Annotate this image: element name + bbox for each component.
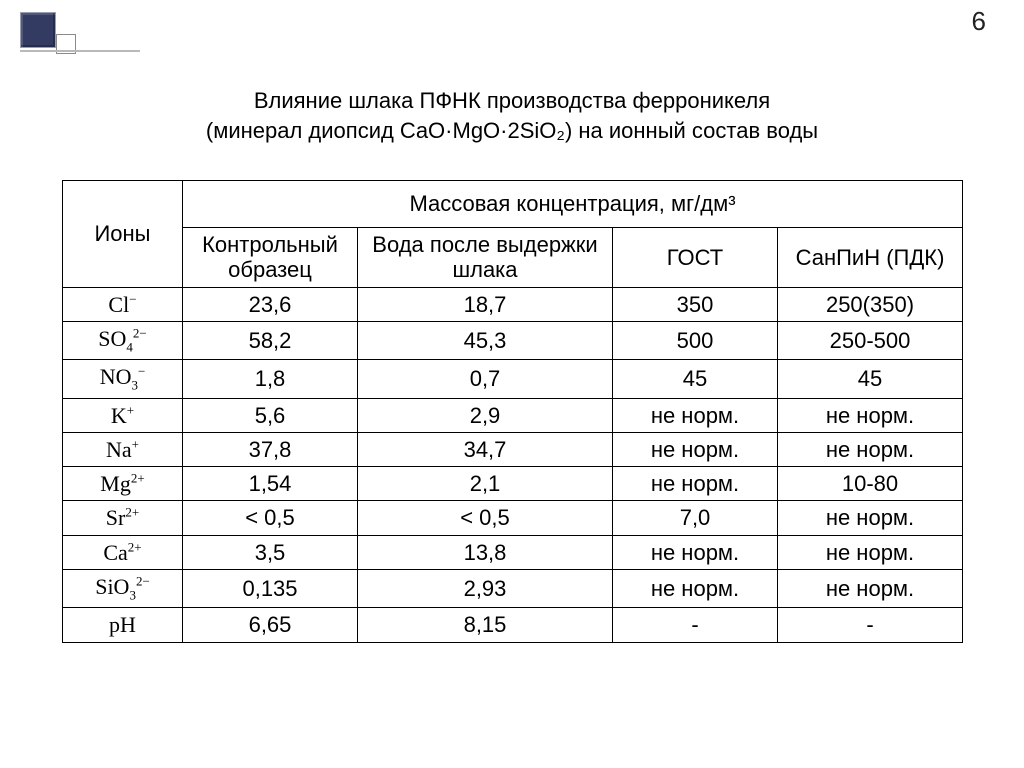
cell-ion: Ca2+ [63, 535, 183, 569]
cell-value: 18,7 [358, 287, 613, 321]
cell-ion: NO3− [63, 360, 183, 398]
cell-value: 13,8 [358, 535, 613, 569]
table-header-row-1: Ионы Массовая концентрация, мг/дм³ [63, 181, 963, 228]
cell-value: 0,135 [183, 570, 358, 608]
table-row: Ca2+3,513,8не норм.не норм. [63, 535, 963, 569]
title-line-2: (минерал диопсид CaO·MgO·2SiO₂) на ионны… [0, 116, 1024, 146]
cell-value: 350 [613, 287, 778, 321]
cell-value: 1,8 [183, 360, 358, 398]
cell-value: 3,5 [183, 535, 358, 569]
header-col-sanpin: СанПиН (ПДК) [778, 228, 963, 288]
table-row: SO42−58,245,3500250-500 [63, 321, 963, 359]
deco-square-icon [20, 12, 56, 48]
cell-value: не норм. [613, 535, 778, 569]
cell-value: 2,1 [358, 467, 613, 501]
cell-value: не норм. [613, 467, 778, 501]
header-ions: Ионы [63, 181, 183, 288]
cell-ion: Sr2+ [63, 501, 183, 535]
cell-ion: SO42− [63, 321, 183, 359]
cell-value: 37,8 [183, 432, 358, 466]
table-row: K+5,62,9не норм.не норм. [63, 398, 963, 432]
cell-value: 0,7 [358, 360, 613, 398]
data-table: Ионы Массовая концентрация, мг/дм³ Контр… [62, 180, 963, 643]
slide: 6 Влияние шлака ПФНК производства феррон… [0, 0, 1024, 768]
table-header-row-2: Контрольный образец Вода после выдержки … [63, 228, 963, 288]
cell-value: 7,0 [613, 501, 778, 535]
cell-ion: Na+ [63, 432, 183, 466]
header-col-after: Вода после выдержки шлака [358, 228, 613, 288]
cell-value: < 0,5 [183, 501, 358, 535]
cell-value: не норм. [778, 432, 963, 466]
cell-value: 23,6 [183, 287, 358, 321]
cell-ion: K+ [63, 398, 183, 432]
cell-value: 250(350) [778, 287, 963, 321]
cell-value: не норм. [613, 432, 778, 466]
cell-ion: Mg2+ [63, 467, 183, 501]
cell-value: 58,2 [183, 321, 358, 359]
deco-line-icon [20, 50, 140, 52]
table-container: Ионы Массовая концентрация, мг/дм³ Контр… [62, 180, 962, 643]
corner-decoration [20, 12, 56, 48]
cell-value: 45,3 [358, 321, 613, 359]
table-row: Mg2+1,542,1не норм.10-80 [63, 467, 963, 501]
header-group: Массовая концентрация, мг/дм³ [183, 181, 963, 228]
cell-ion: pH [63, 608, 183, 642]
cell-value: не норм. [778, 501, 963, 535]
cell-value: < 0,5 [358, 501, 613, 535]
table-row: Cl−23,618,7350250(350) [63, 287, 963, 321]
cell-value: 10-80 [778, 467, 963, 501]
page-number: 6 [972, 6, 986, 37]
cell-value: 8,15 [358, 608, 613, 642]
cell-value: 2,9 [358, 398, 613, 432]
table-row: Sr2+< 0,5< 0,57,0не норм. [63, 501, 963, 535]
cell-value: 5,6 [183, 398, 358, 432]
cell-value: 500 [613, 321, 778, 359]
table-body: Cl−23,618,7350250(350)SO42−58,245,350025… [63, 287, 963, 642]
table-row: SiO32−0,1352,93не норм.не норм. [63, 570, 963, 608]
cell-value: 1,54 [183, 467, 358, 501]
cell-value: 2,93 [358, 570, 613, 608]
cell-value: не норм. [778, 535, 963, 569]
header-col-control: Контрольный образец [183, 228, 358, 288]
header-col-gost: ГОСТ [613, 228, 778, 288]
table-row: pH6,658,15-- [63, 608, 963, 642]
cell-value: 45 [613, 360, 778, 398]
cell-value: не норм. [613, 570, 778, 608]
cell-ion: SiO32− [63, 570, 183, 608]
slide-title: Влияние шлака ПФНК производства ферроник… [0, 86, 1024, 145]
cell-value: не норм. [778, 398, 963, 432]
cell-value: 6,65 [183, 608, 358, 642]
cell-value: 45 [778, 360, 963, 398]
cell-ion: Cl− [63, 287, 183, 321]
title-line-1: Влияние шлака ПФНК производства ферроник… [0, 86, 1024, 116]
table-row: Na+37,834,7не норм.не норм. [63, 432, 963, 466]
cell-value: - [613, 608, 778, 642]
cell-value: - [778, 608, 963, 642]
cell-value: 34,7 [358, 432, 613, 466]
cell-value: не норм. [613, 398, 778, 432]
cell-value: не норм. [778, 570, 963, 608]
cell-value: 250-500 [778, 321, 963, 359]
table-row: NO3−1,80,74545 [63, 360, 963, 398]
